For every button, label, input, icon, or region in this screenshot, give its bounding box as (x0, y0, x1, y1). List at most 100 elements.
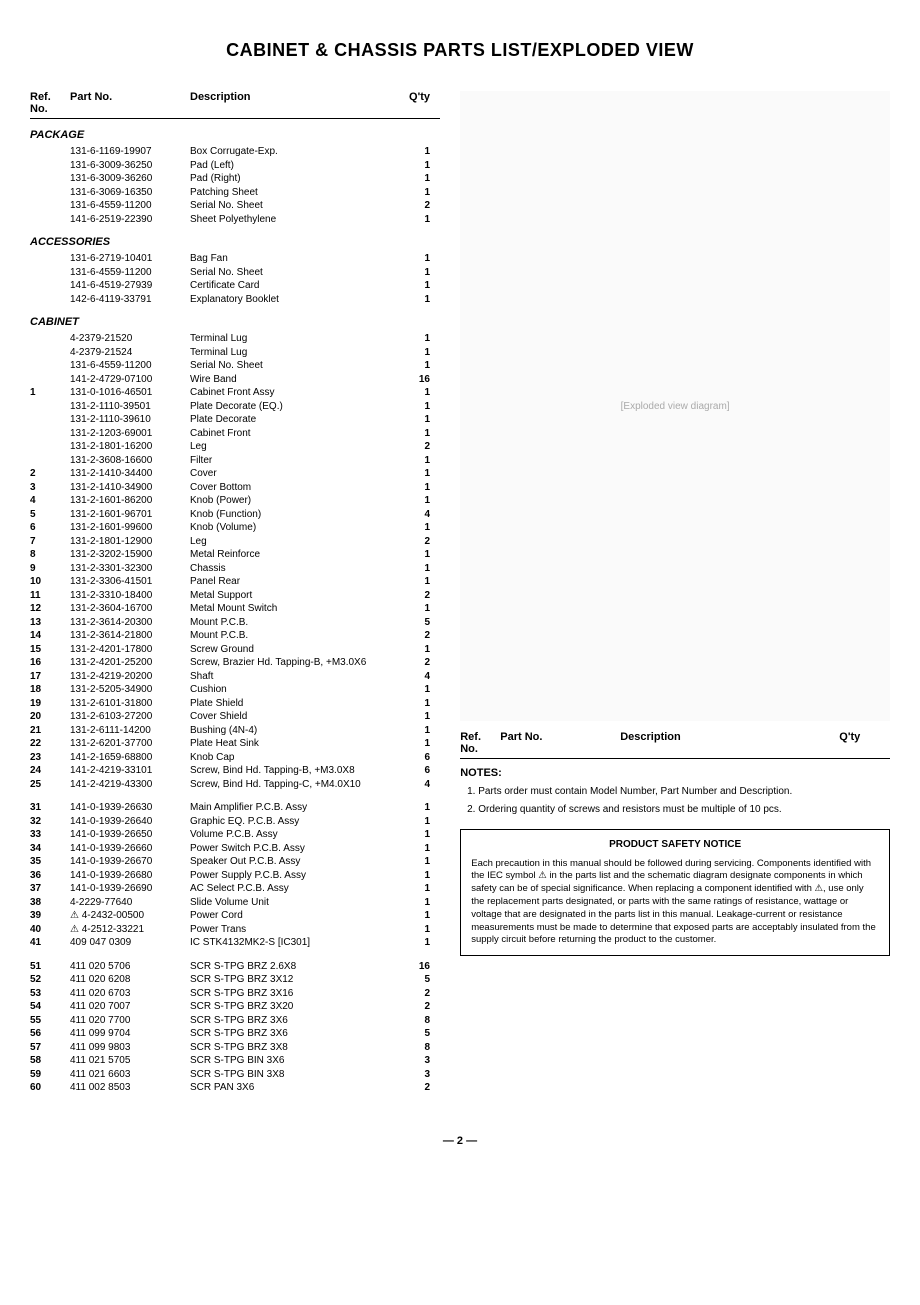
cell-part: 411 020 6208 (70, 973, 190, 987)
cell-qty: 1 (390, 467, 430, 481)
cell-part: 131-2-6201-37700 (70, 737, 190, 751)
cell-ref (30, 159, 70, 173)
table-row: 131-6-2719-10401Bag Fan1 (30, 252, 440, 266)
table-row: 34141-0-1939-26660Power Switch P.C.B. As… (30, 842, 440, 856)
cell-part: 131-2-1410-34400 (70, 467, 190, 481)
cell-part: 4-2379-21520 (70, 332, 190, 346)
cell-qty: 1 (390, 882, 430, 896)
cell-desc: Bag Fan (190, 252, 390, 266)
table-header: Ref.No. Part No. Description Q'ty (30, 91, 440, 119)
cell-desc: Plate Decorate (EQ.) (190, 400, 390, 414)
cell-qty: 1 (390, 815, 430, 829)
cell-part: 141-2-4729-07100 (70, 373, 190, 387)
cell-desc: Pad (Left) (190, 159, 390, 173)
table-row: 131-6-1169-19907Box Corrugate-Exp.1 (30, 145, 440, 159)
cell-qty: 2 (390, 987, 430, 1001)
right-column: [Exploded view diagram] Ref.No. Part No.… (460, 91, 890, 1095)
cell-part: 131-2-1410-34900 (70, 481, 190, 495)
cell-desc: Leg (190, 440, 390, 454)
cell-qty: 1 (390, 923, 430, 937)
cell-part: 131-2-1110-39610 (70, 413, 190, 427)
table-row: 58411 021 5705SCR S-TPG BIN 3X63 (30, 1054, 440, 1068)
cell-ref (30, 400, 70, 414)
safety-text: Each precaution in this manual should be… (471, 858, 879, 948)
table-row: 131-6-4559-11200Serial No. Sheet2 (30, 199, 440, 213)
cell-qty: 1 (390, 359, 430, 373)
cell-desc: Power Cord (190, 909, 390, 923)
cell-ref: 40 (30, 923, 70, 937)
cell-qty: 1 (390, 842, 430, 856)
cell-ref: 14 (30, 629, 70, 643)
cell-ref: 53 (30, 987, 70, 1001)
cell-qty: 1 (390, 909, 430, 923)
cell-ref (30, 293, 70, 307)
cell-qty: 1 (390, 521, 430, 535)
cell-desc: Slide Volume Unit (190, 896, 390, 910)
cell-qty: 1 (390, 400, 430, 414)
cell-part: 411 020 5706 (70, 960, 190, 974)
table-row: 6131-2-1601-99600Knob (Volume)1 (30, 521, 440, 535)
cell-part: 131-2-1110-39501 (70, 400, 190, 414)
cell-ref: 25 (30, 778, 70, 792)
table-row: 131-6-3069-16350Patching Sheet1 (30, 186, 440, 200)
cell-desc: Box Corrugate-Exp. (190, 145, 390, 159)
cell-ref: 5 (30, 508, 70, 522)
table-row: 141-2-4729-07100Wire Band16 (30, 373, 440, 387)
table-row: 4-2379-21520Terminal Lug1 (30, 332, 440, 346)
cell-ref (30, 427, 70, 441)
cell-ref: 21 (30, 724, 70, 738)
cell-ref (30, 145, 70, 159)
cell-desc: Mount P.C.B. (190, 616, 390, 630)
right-table-header: Ref.No. Part No. Description Q'ty (460, 731, 890, 759)
cell-desc: Mount P.C.B. (190, 629, 390, 643)
cell-ref (30, 413, 70, 427)
cell-desc: SCR S-TPG BRZ 3X20 (190, 1000, 390, 1014)
section-heading: ACCESSORIES (30, 236, 440, 248)
cell-ref: 9 (30, 562, 70, 576)
cell-ref: 54 (30, 1000, 70, 1014)
header-part: Part No. (500, 731, 620, 755)
cell-qty: 1 (390, 896, 430, 910)
cell-qty: 2 (390, 629, 430, 643)
cell-ref (30, 213, 70, 227)
cell-qty: 4 (390, 778, 430, 792)
cell-ref (30, 440, 70, 454)
cell-desc: Serial No. Sheet (190, 199, 390, 213)
cell-qty: 1 (390, 562, 430, 576)
table-row: 53411 020 6703SCR S-TPG BRZ 3X162 (30, 987, 440, 1001)
cell-ref (30, 252, 70, 266)
cell-qty: 1 (390, 683, 430, 697)
cell-part: 131-2-3604-16700 (70, 602, 190, 616)
cell-desc: Plate Heat Sink (190, 737, 390, 751)
table-row: 131-6-4559-11200Serial No. Sheet1 (30, 359, 440, 373)
cell-part: ⚠ 4-2512-33221 (70, 923, 190, 937)
cell-ref: 60 (30, 1081, 70, 1095)
cell-ref: 17 (30, 670, 70, 684)
cell-part: 131-6-2719-10401 (70, 252, 190, 266)
cell-ref: 24 (30, 764, 70, 778)
cell-part: 131-6-1169-19907 (70, 145, 190, 159)
table-row: 56411 099 9704SCR S-TPG BRZ 3X65 (30, 1027, 440, 1041)
table-row: 31141-0-1939-26630Main Amplifier P.C.B. … (30, 801, 440, 815)
table-row: 54411 020 7007SCR S-TPG BRZ 3X202 (30, 1000, 440, 1014)
cell-qty: 1 (390, 855, 430, 869)
cell-desc: AC Select P.C.B. Assy (190, 882, 390, 896)
table-row: 18131-2-5205-34900Cushion1 (30, 683, 440, 697)
cell-desc: Shaft (190, 670, 390, 684)
cell-ref: 19 (30, 697, 70, 711)
cell-part: ⚠ 4-2432-00500 (70, 909, 190, 923)
table-row: 40⚠ 4-2512-33221Power Trans1 (30, 923, 440, 937)
cell-part: 131-2-3614-21800 (70, 629, 190, 643)
header-desc: Description (190, 91, 390, 115)
cell-qty: 1 (390, 602, 430, 616)
cell-ref: 15 (30, 643, 70, 657)
table-row: 131-2-3608-16600Filter1 (30, 454, 440, 468)
cell-qty: 5 (390, 1027, 430, 1041)
cell-part: 411 020 7700 (70, 1014, 190, 1028)
table-row: 57411 099 9803SCR S-TPG BRZ 3X88 (30, 1041, 440, 1055)
table-row: 131-6-3009-36250Pad (Left)1 (30, 159, 440, 173)
cell-part: 141-2-4219-33101 (70, 764, 190, 778)
cell-qty: 1 (390, 145, 430, 159)
table-row: 23141-2-1659-68800Knob Cap6 (30, 751, 440, 765)
cell-ref: 31 (30, 801, 70, 815)
